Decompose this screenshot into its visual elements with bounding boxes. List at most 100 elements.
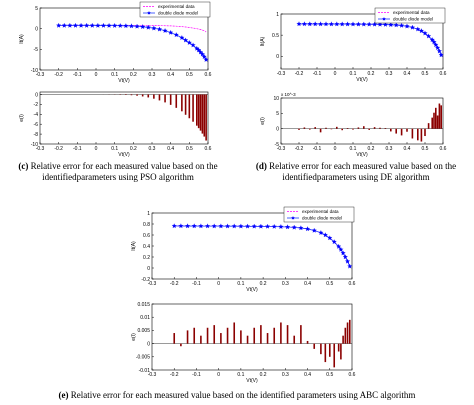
c-iv-model-point xyxy=(186,40,192,45)
caption-c-tag: (c) xyxy=(18,161,29,171)
c-iv-xtick-label: -0.2 xyxy=(54,72,63,78)
c-iv-ylabel: It(A) xyxy=(19,34,25,44)
c-err-xtick-label: 0.2 xyxy=(130,146,137,152)
e-iv-model-point xyxy=(198,223,204,229)
e-iv-legend: experimental data double diode model xyxy=(283,206,355,223)
c-iv-model-point xyxy=(199,51,205,57)
d-err-ylabel: e(I) xyxy=(260,117,266,125)
c-iv-model-point xyxy=(196,47,202,53)
c-iv-model-point xyxy=(183,37,189,43)
e-iv-model-point xyxy=(278,224,284,229)
chart-e-iv: -0.3 -0.2 -0.1 0 0.1 0.2 0.3 0.4 0.5 0.610.80.60.… xyxy=(131,206,356,293)
c-iv-model-point xyxy=(145,24,151,30)
d-iv-model-point xyxy=(361,21,367,27)
e-iv-model-point xyxy=(331,239,337,245)
d-iv-model-point xyxy=(433,42,439,48)
caption-e-tag: (e) xyxy=(58,390,69,400)
c-iv-xtick-label: 0 xyxy=(95,72,98,78)
d-iv-xtick-label: 0.1 xyxy=(350,71,357,77)
e-iv-ytick-label: 1 xyxy=(147,211,150,217)
e-iv-model-point xyxy=(345,258,351,264)
e-iv-plot-frame xyxy=(151,212,353,280)
d-iv-ylabel: It(A) xyxy=(260,36,266,46)
d-err-xtick-label: 0.5 xyxy=(422,146,429,152)
c-err-ytick-label: -6 xyxy=(34,122,39,128)
c-err-xtick-label: -0.1 xyxy=(73,146,82,152)
e-iv-model-point xyxy=(285,224,291,230)
d-iv-ytick-label: 1 xyxy=(276,12,279,18)
d-err-ytick-label: 10 xyxy=(273,96,279,102)
e-iv-model-point xyxy=(258,223,264,229)
e-err-xtick-label: -0.3 xyxy=(148,372,157,378)
d-iv-model-point xyxy=(429,37,435,42)
e-iv-model-point xyxy=(205,223,211,229)
e-iv-model-point xyxy=(251,223,257,229)
e-iv-xtick-label: 0.1 xyxy=(237,281,244,287)
e-iv-xtick-label: -0.3 xyxy=(148,281,157,287)
c-iv-model-point xyxy=(156,26,162,32)
chart-c-err: -0.3 -0.2 -0.1 0 0.1 0.2 0.3 0.4 0.5 0.6 0 -2 -4 -6 -8… xyxy=(19,91,212,158)
d-err-ytick-label: 5 xyxy=(276,111,279,117)
e-iv-xtick-label: -0.1 xyxy=(192,281,201,287)
c-iv-xtick-label: 0.4 xyxy=(167,72,174,78)
d-iv-ytick-label: 0 xyxy=(276,54,279,60)
c-iv-xtick-label: 0.2 xyxy=(130,72,137,78)
e-iv-model-point xyxy=(338,246,344,252)
c-iv-model-point xyxy=(201,54,207,59)
c-iv-xtick-label: 0.3 xyxy=(149,72,156,78)
d-iv-xtick-label: 0.4 xyxy=(404,71,411,77)
e-iv-axes: -0.3 -0.2 -0.1 0 0.1 0.2 0.3 0.4 0.5 0.610.80.60.… xyxy=(131,211,356,293)
d-iv-ytick-label: 0.5 xyxy=(272,33,279,39)
d-iv-model-point xyxy=(366,21,372,27)
d-err-xtick-label: 0.2 xyxy=(368,146,375,152)
c-iv-model-point xyxy=(168,29,174,35)
e-iv-legend-label-model: double diode model xyxy=(302,216,342,221)
e-err-ytick-label: -0.01 xyxy=(139,368,151,374)
e-iv-model-point xyxy=(311,227,317,233)
d-iv-model-point xyxy=(301,21,307,27)
c-iv-model-point xyxy=(61,22,67,28)
chart-d-iv: -0.3 -0.2 -0.1 0 0.1 0.2 0.3 0.4 0.5 0.6 1 0.5 0 Vt(V… xyxy=(260,7,447,83)
c-iv-model-point xyxy=(106,22,112,28)
c-iv-model-point xyxy=(95,22,101,28)
c-iv-model-point xyxy=(203,57,209,62)
e-iv-ytick-label: 0.8 xyxy=(143,222,150,228)
c-iv-model-point xyxy=(190,42,196,48)
d-err-xtick-label: -0.1 xyxy=(313,146,322,152)
c-err-xtick-label: 0.4 xyxy=(167,146,174,152)
c-iv-xtick-label: 0.6 xyxy=(205,72,212,78)
c-iv-axes: -0.3 -0.2 -0.1 0 0.1 0.2 0.3 0.4 0.5 0.6 5 0 -5 -10 Vt… xyxy=(19,6,212,84)
d-iv-xtick-label: 0.6 xyxy=(440,71,447,77)
e-err-ytick-label: 0.005 xyxy=(137,328,150,334)
c-iv-model-point xyxy=(173,32,179,38)
e-iv-model-point xyxy=(318,230,324,235)
d-err-ytick-label: 0 xyxy=(276,126,279,132)
e-err-xtick-label: 0.2 xyxy=(260,372,267,378)
e-iv-legend-label-experimental: experimental data xyxy=(302,209,339,214)
c-iv-plot-frame xyxy=(39,7,209,71)
c-err-xtick-label: 0.1 xyxy=(111,146,118,152)
e-iv-xlabel: Vt(V) xyxy=(246,287,258,293)
c-iv-model-point xyxy=(140,24,146,29)
c-iv-ytick-label: 0 xyxy=(35,26,38,32)
e-iv-model-point xyxy=(298,225,304,231)
d-iv-model-point xyxy=(426,33,432,39)
d-err-xtick-label: 0.4 xyxy=(404,146,411,152)
d-iv-xtick-label: -0.3 xyxy=(277,71,286,77)
e-err-xtick-label: 0.4 xyxy=(304,372,311,378)
d-iv-legend-label-experimental: experimental data xyxy=(393,10,430,15)
c-iv-model-point xyxy=(128,23,134,29)
e-iv-model-point xyxy=(327,235,333,241)
d-iv-model-point xyxy=(388,22,394,27)
d-iv-model-point xyxy=(438,52,444,58)
c-iv-ytick-label: 5 xyxy=(35,6,38,12)
e-iv-model-point xyxy=(218,223,224,229)
c-iv-legend-label-experimental: experimental data xyxy=(158,4,195,9)
d-iv-model-point xyxy=(436,48,442,54)
e-iv-model-point xyxy=(340,250,346,256)
e-iv-model-point xyxy=(245,223,251,229)
caption-d-tag: (d) xyxy=(255,161,267,171)
e-iv-model-point xyxy=(291,224,297,230)
c-iv-model-point xyxy=(100,22,106,28)
d-iv-model-point xyxy=(328,21,334,27)
